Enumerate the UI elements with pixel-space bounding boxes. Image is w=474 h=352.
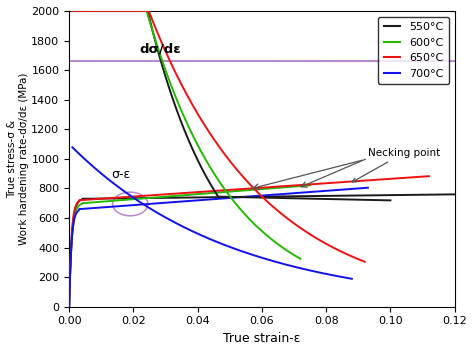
Y-axis label: True stress-σ &
Work hardening rate-dσ/dε (MPa): True stress-σ & Work hardening rate-dσ/d… [7, 73, 28, 245]
X-axis label: True strain-ε: True strain-ε [223, 332, 301, 345]
Text: σ-ε: σ-ε [111, 168, 130, 181]
Text: Necking point: Necking point [352, 148, 440, 182]
Legend: 550°C, 600°C, 650°C, 700°C: 550°C, 600°C, 650°C, 700°C [378, 17, 449, 84]
Text: dσ/dε: dσ/dε [140, 42, 182, 55]
